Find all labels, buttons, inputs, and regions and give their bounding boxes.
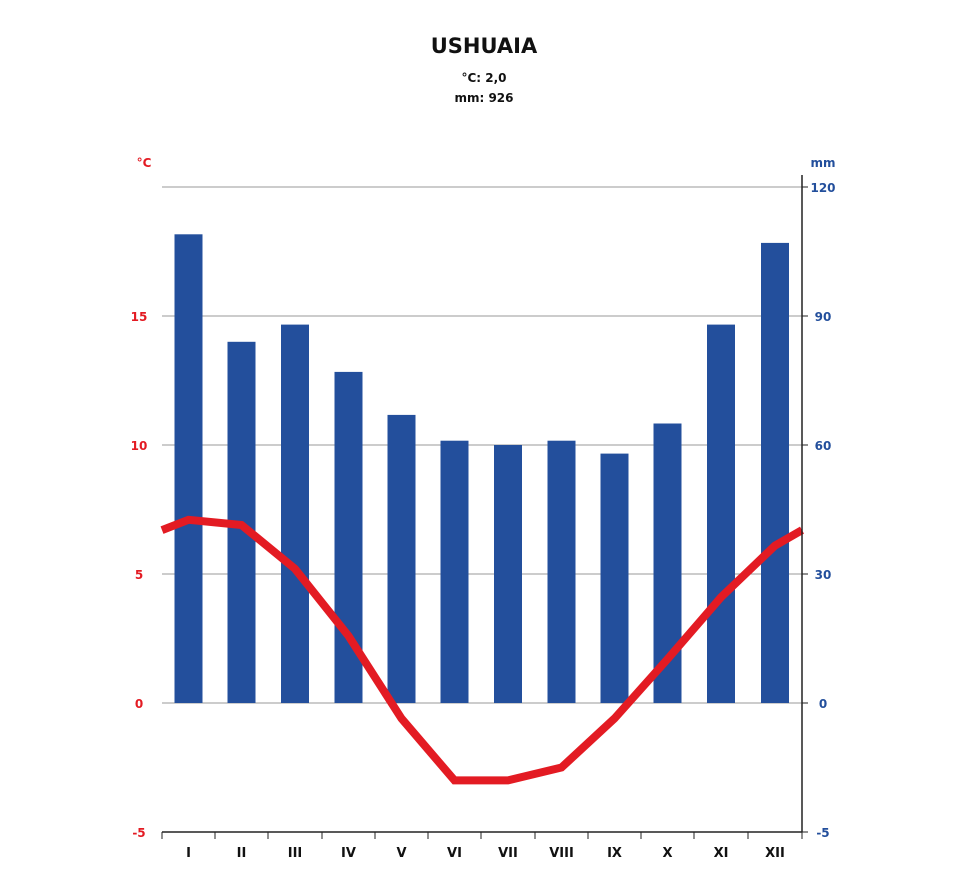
subtitle-precipitation: mm: 926 xyxy=(454,91,513,105)
left-tick-label: 0 xyxy=(135,697,143,711)
left-tick-label: 5 xyxy=(135,568,143,582)
right-axis-label: mm xyxy=(810,156,835,170)
right-tick-label: 0 xyxy=(819,697,827,711)
right-tick-label: 60 xyxy=(815,439,832,453)
left-tick-label: -5 xyxy=(132,826,145,840)
temperature-line xyxy=(160,515,804,785)
precipitation-bar xyxy=(494,445,522,703)
precipitation-bar xyxy=(387,414,416,703)
month-label: VII xyxy=(498,846,518,861)
month-label: IV xyxy=(341,846,356,861)
month-label: I xyxy=(186,846,191,861)
right-tick-label: -5 xyxy=(816,826,829,840)
precipitation-bar xyxy=(600,453,629,703)
right-tick-label: 30 xyxy=(815,568,832,582)
chart-title: USHUAIA xyxy=(431,34,538,58)
month-label: IX xyxy=(607,846,622,861)
month-label: XII xyxy=(765,846,785,861)
precipitation-bar xyxy=(440,440,469,703)
month-label: X xyxy=(662,846,672,861)
month-label: III xyxy=(288,846,303,861)
precipitation-bar xyxy=(174,234,203,704)
month-label: II xyxy=(237,846,247,861)
subtitle-temperature: °C: 2,0 xyxy=(461,71,506,85)
month-label: XI xyxy=(714,846,729,861)
precipitation-bar xyxy=(761,242,789,703)
right-tick-label: 90 xyxy=(815,310,832,324)
month-label: V xyxy=(396,846,406,861)
month-label: VIII xyxy=(549,846,574,861)
precipitation-bar xyxy=(707,324,735,703)
left-tick-label: 15 xyxy=(131,310,148,324)
precipitation-bar xyxy=(281,324,309,703)
month-label: VI xyxy=(447,846,462,861)
precipitation-bar xyxy=(547,440,576,703)
right-tick-label: 120 xyxy=(810,181,835,195)
left-axis-label: °C xyxy=(137,156,152,170)
left-tick-label: 10 xyxy=(131,439,148,453)
